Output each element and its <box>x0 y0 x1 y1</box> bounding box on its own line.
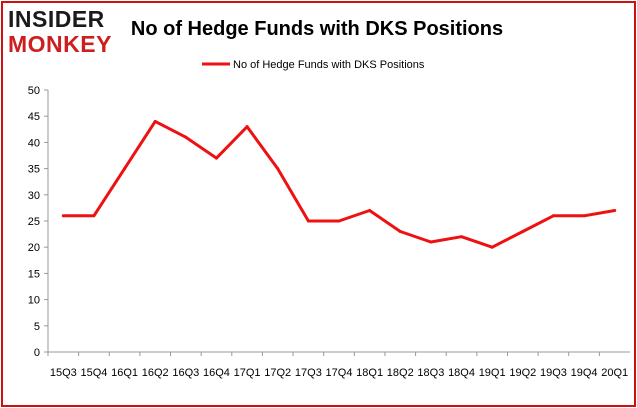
legend-label: No of Hedge Funds with DKS Positions <box>233 59 425 71</box>
data-point <box>61 214 65 218</box>
data-point <box>214 156 218 160</box>
series-group <box>61 119 617 249</box>
y-tick-label: 0 <box>34 347 40 359</box>
x-tick-label: 20Q1 <box>601 367 628 379</box>
data-point <box>368 209 372 213</box>
y-tick-label: 45 <box>28 111 40 123</box>
data-point <box>276 167 280 171</box>
x-tick-label: 18Q1 <box>356 367 383 379</box>
logo-line1: INSIDER <box>8 6 105 32</box>
data-point <box>551 214 555 218</box>
data-point <box>521 229 525 233</box>
y-tick-label: 35 <box>28 164 40 176</box>
x-tick-label: 17Q1 <box>234 367 261 379</box>
data-point <box>582 214 586 218</box>
y-tick-label: 25 <box>28 216 40 228</box>
y-tick-label: 10 <box>28 295 40 307</box>
x-tick-label: 17Q2 <box>264 367 291 379</box>
x-tick-label: 19Q3 <box>540 367 567 379</box>
data-point <box>123 167 127 171</box>
x-tick-label: 17Q4 <box>326 367 353 379</box>
series-line-0 <box>63 119 615 249</box>
x-tick-label: 16Q1 <box>111 367 138 379</box>
chart-title: No of Hedge Funds with DKS Positions <box>131 18 503 40</box>
y-tick-label: 50 <box>28 85 40 97</box>
data-point <box>245 125 249 129</box>
x-tick-label: 18Q4 <box>448 367 475 379</box>
y-tick-label: 20 <box>28 242 40 254</box>
data-point <box>153 119 157 123</box>
data-point <box>92 214 96 218</box>
x-tick-label: 15Q4 <box>80 367 107 379</box>
data-point <box>490 245 494 249</box>
data-point <box>429 240 433 244</box>
logo-line2: MONKEY <box>8 31 112 57</box>
insider-monkey-logo: INSIDER MONKEY <box>8 6 112 57</box>
data-point <box>184 135 188 139</box>
y-tick-label: 40 <box>28 137 40 149</box>
x-tick-label: 16Q4 <box>203 367 230 379</box>
x-ticks: 15Q3 15Q4 16Q1 16Q2 16Q3 16Q4 17Q1 17Q2 17Q3 17Q4… <box>47 352 628 379</box>
legend: No of Hedge Funds with DKS Positions <box>202 59 425 71</box>
data-point <box>613 209 617 213</box>
y-tick-label: 5 <box>34 321 40 333</box>
data-point <box>398 229 402 233</box>
x-tick-label: 16Q2 <box>142 367 169 379</box>
x-tick-label: 19Q4 <box>571 367 598 379</box>
data-point <box>306 219 310 223</box>
x-tick-label: 19Q1 <box>479 367 506 379</box>
y-ticks: 0 5 10 15 20 25 30 35 40 45 50 <box>28 85 48 359</box>
x-tick-label: 16Q3 <box>172 367 199 379</box>
x-tick-label: 17Q3 <box>295 367 322 379</box>
x-tick-label: 15Q3 <box>50 367 77 379</box>
data-point <box>337 219 341 223</box>
y-tick-label: 30 <box>28 190 40 202</box>
x-tick-label: 18Q3 <box>417 367 444 379</box>
x-tick-label: 18Q2 <box>387 367 414 379</box>
y-tick-label: 15 <box>28 268 40 280</box>
x-tick-label: 19Q2 <box>509 367 536 379</box>
data-point <box>460 235 464 239</box>
